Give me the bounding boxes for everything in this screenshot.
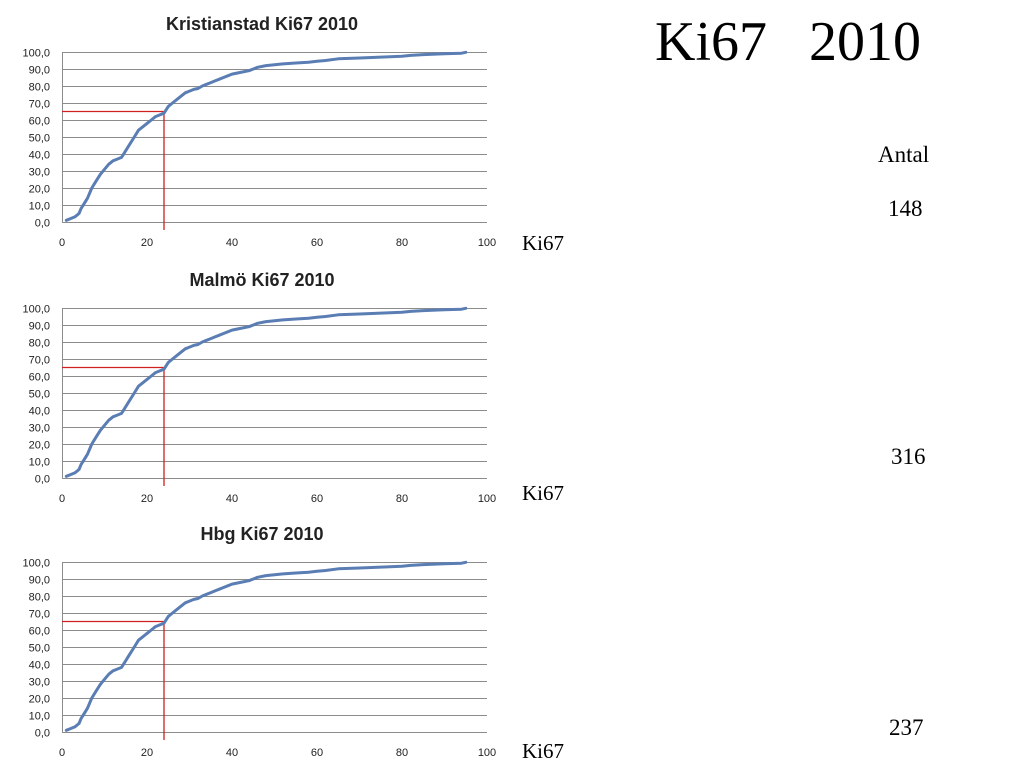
x-tick-label: 100 <box>478 237 496 249</box>
y-tick-label: 70,0 <box>29 355 50 367</box>
y-tick-label: 100,0 <box>22 558 50 570</box>
y-tick-label: 10,0 <box>29 457 50 469</box>
chart-malmo: Malmö Ki67 2010 0,0 10,0 20,0 30,0 40,0 50,0 60… <box>22 270 496 505</box>
x-tick-label: 0 <box>59 747 65 759</box>
x-tick-label: 40 <box>226 493 238 505</box>
count-header: Antal <box>878 142 930 167</box>
y-tick-label: 50,0 <box>29 643 50 655</box>
y-tick-label: 90,0 <box>29 321 50 333</box>
y-tick-label: 40,0 <box>29 150 50 162</box>
y-tick-label: 50,0 <box>29 133 50 145</box>
y-tick-label: 20,0 <box>29 184 50 196</box>
y-tick-label: 40,0 <box>29 406 50 418</box>
count-hbg: 237 <box>889 715 924 740</box>
y-tick-label: 30,0 <box>29 677 50 689</box>
y-tick-label: 70,0 <box>29 99 50 111</box>
y-tick-label: 80,0 <box>29 338 50 350</box>
y-tick-label: 60,0 <box>29 116 50 128</box>
y-tick-label: 10,0 <box>29 201 50 213</box>
x-tick-label: 80 <box>396 747 408 759</box>
x-tick-label: 60 <box>311 237 323 249</box>
x-tick-label: 100 <box>478 747 496 759</box>
count-kristianstad: 148 <box>888 196 923 221</box>
x-tick-label: 20 <box>141 747 153 759</box>
y-tick-label: 0,0 <box>35 728 50 740</box>
y-tick-label: 0,0 <box>35 218 50 230</box>
x-tick-label: 40 <box>226 237 238 249</box>
series-line <box>64 50 468 222</box>
chart-title: Hbg Ki67 2010 <box>200 524 323 544</box>
x-unit-label-hbg: Ki67 <box>522 739 564 763</box>
x-unit-label-malmo: Ki67 <box>522 481 564 505</box>
series-line <box>64 560 468 732</box>
x-tick-label: 0 <box>59 493 65 505</box>
x-tick-label: 60 <box>311 493 323 505</box>
y-tick-label: 80,0 <box>29 82 50 94</box>
slide-title: Ki67 2010 <box>655 11 921 73</box>
y-tick-label: 100,0 <box>22 48 50 60</box>
y-tick-label: 60,0 <box>29 372 50 384</box>
x-tick-label: 0 <box>59 237 65 249</box>
y-tick-label: 40,0 <box>29 660 50 672</box>
chart-hbg: Hbg Ki67 2010 0,0 10,0 20,0 30,0 40,0 50,0 60,0… <box>22 524 496 759</box>
chart-kristianstad: Kristianstad Ki67 2010 0,0 10,0 20,0 30,0 40,… <box>22 14 496 249</box>
y-tick-label: 100,0 <box>22 304 50 316</box>
y-tick-label: 90,0 <box>29 65 50 77</box>
count-malmo: 316 <box>891 444 926 469</box>
x-tick-label: 60 <box>311 747 323 759</box>
x-tick-label: 40 <box>226 747 238 759</box>
y-tick-label: 20,0 <box>29 694 50 706</box>
y-tick-label: 20,0 <box>29 440 50 452</box>
y-tick-label: 90,0 <box>29 575 50 587</box>
chart-title: Kristianstad Ki67 2010 <box>166 14 358 34</box>
y-tick-label: 50,0 <box>29 389 50 401</box>
y-tick-label: 80,0 <box>29 592 50 604</box>
x-tick-label: 20 <box>141 493 153 505</box>
x-tick-label: 100 <box>478 493 496 505</box>
y-tick-label: 10,0 <box>29 711 50 723</box>
y-tick-label: 60,0 <box>29 626 50 638</box>
x-tick-label: 20 <box>141 237 153 249</box>
x-unit-label-kristianstad: Ki67 <box>522 231 564 255</box>
x-tick-label: 80 <box>396 493 408 505</box>
y-tick-label: 30,0 <box>29 423 50 435</box>
y-tick-label: 30,0 <box>29 167 50 179</box>
y-tick-label: 70,0 <box>29 609 50 621</box>
chart-title: Malmö Ki67 2010 <box>189 270 334 290</box>
series-line <box>64 306 468 478</box>
x-tick-label: 80 <box>396 237 408 249</box>
y-tick-label: 0,0 <box>35 474 50 486</box>
